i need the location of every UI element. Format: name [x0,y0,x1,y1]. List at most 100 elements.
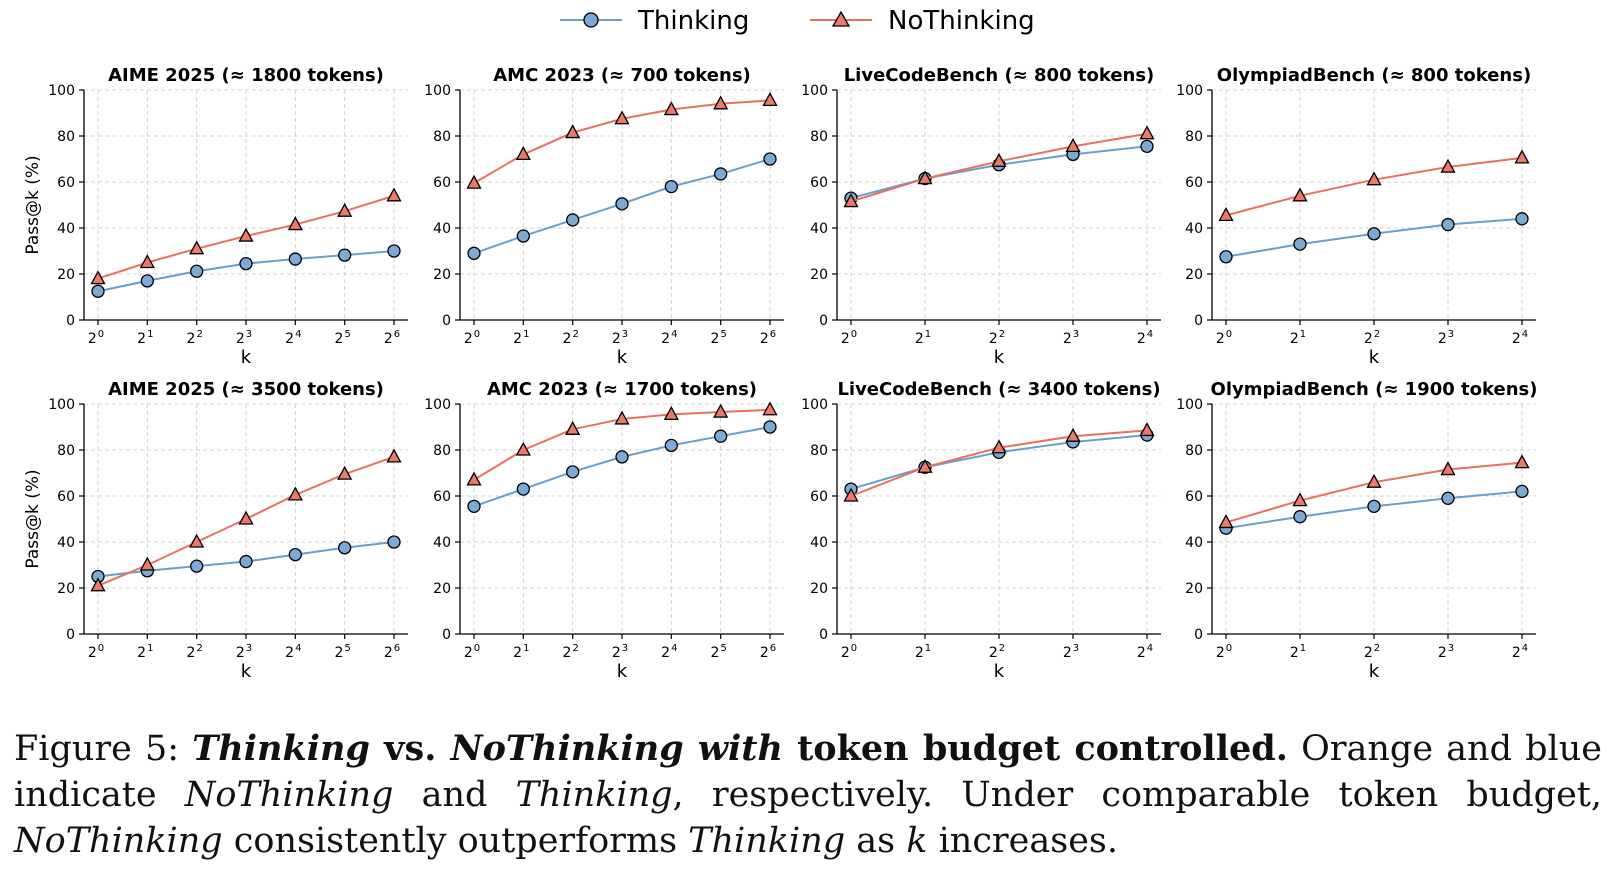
nothinking-point [1366,473,1382,488]
nothinking-point [565,420,581,435]
y-tick-label: 40 [1185,221,1203,237]
x-tick-label: 21 [137,643,153,661]
thinking-point [288,252,302,266]
y-tick-label: 100 [1176,397,1203,413]
thinking-point [288,548,302,562]
x-tick-label: 22 [187,643,203,661]
nothinking-point [843,193,859,208]
nothinking-point [466,174,482,189]
thinking-point [664,438,678,453]
x-tick-label: 26 [760,643,776,661]
x-tick-label: 21 [513,329,529,347]
chart-panel-4: 0 20 40 60 80 100 20 21 22 23 24 OlympiadBench (≈ 8… [1176,65,1536,368]
x-tick-label: 24 [1137,329,1153,347]
nothinking-point [1065,137,1081,153]
caption-text-3: , respectively. Under comparable token b… [672,775,1602,815]
nothinking-point [1514,149,1530,164]
caption-k: k [906,821,928,861]
thinking-point [1367,499,1381,514]
x-tick-label: 20 [464,329,480,347]
legend-thinking-label: Thinking [637,6,749,36]
nothinking-point [337,465,353,480]
nothinking-point [1139,125,1155,140]
nothinking-point [917,458,933,473]
thinking-point [387,244,401,258]
nothinking-point [287,486,303,501]
chart-panel-6: 0 20 40 60 80 100 20 21 22 23 24 25 26 AMC 2023 (≈ 17… [424,379,784,682]
thinking-point [615,197,629,211]
y-tick-label: 100 [48,83,75,99]
y-tick-label: 60 [433,489,451,505]
thinking-point [763,152,777,166]
y-tick-label: 100 [48,397,75,413]
nothinking-point [663,405,679,421]
x-tick-label: 25 [711,329,727,347]
figure-canvas: Thinking NoThinking 0 20 40 60 80 100 20 21 22 23… [23,6,1538,682]
thinking-point [615,450,629,464]
x-tick-label: 23 [236,643,252,661]
x-tick-label: 21 [513,643,529,661]
y-tick-label: 80 [810,129,828,145]
y-tick-label: 20 [810,267,828,283]
y-tick-label: 60 [810,489,828,505]
x-axis-label: k [994,661,1005,682]
y-axis-label: Pass@k (%) [23,469,43,568]
chart-title: OlympiadBench (≈ 1900 tokens) [1211,379,1538,400]
nothinking-series-line [1225,461,1523,524]
y-tick-label: 80 [433,443,451,459]
y-tick-label: 0 [1194,627,1203,643]
x-tick-label: 22 [989,643,1005,661]
x-tick-label: 26 [760,329,776,347]
thinking-point [516,229,530,243]
x-tick-label: 26 [384,643,400,661]
y-tick-label: 20 [57,581,75,597]
chart-panel-3: 0 20 40 60 80 100 20 21 22 23 24 LiveCodeBench (≈ 8… [801,65,1161,368]
thinking-point [664,179,678,194]
y-tick-label: 20 [1185,581,1203,597]
y-tick-label: 0 [442,627,451,643]
x-tick-label: 23 [612,643,628,661]
x-tick-label: 22 [989,329,1005,347]
x-tick-label: 24 [1512,643,1528,661]
nothinking-point [843,487,859,502]
y-tick-label: 40 [57,535,75,551]
caption-text-2: and [393,775,516,815]
figure-caption: Figure 5: Thinking vs. NoThinking with t… [14,726,1602,864]
legend-thinking-marker [583,12,599,28]
thinking-point [190,559,204,573]
thinking-point [1515,484,1529,499]
nothinking-point [991,439,1007,454]
y-tick-label: 0 [66,313,75,329]
chart-title: AIME 2025 (≈ 3500 tokens) [108,379,384,400]
thinking-point [91,284,105,298]
x-axis-label: k [241,661,252,682]
thinking-point [239,554,253,569]
y-tick-label: 100 [801,397,828,413]
x-tick-label: 22 [1364,329,1380,347]
x-tick-label: 23 [1438,643,1454,661]
y-tick-label: 100 [801,83,828,99]
nothinking-point [386,448,402,463]
x-tick-label: 23 [1063,643,1079,661]
thinking-point [190,264,204,278]
nothinking-point [762,91,778,106]
caption-nothinking-2: NoThinking [14,821,223,861]
y-tick-label: 60 [810,175,828,191]
x-tick-label: 24 [1512,329,1528,347]
thinking-point [239,256,253,271]
nothinking-point [1218,206,1234,222]
nothinking-point [713,95,729,110]
nothinking-point [565,124,581,139]
x-axis-label: k [241,347,252,368]
caption-vs: vs. [369,728,451,769]
y-tick-label: 100 [424,83,451,99]
thinking-point [1219,250,1233,264]
nothinking-point [139,254,155,269]
y-tick-label: 20 [57,267,75,283]
nothinking-point [614,410,630,425]
nothinking-point [90,577,106,592]
chart-title: LiveCodeBench (≈ 800 tokens) [844,65,1155,86]
x-tick-label: 23 [1438,329,1454,347]
x-axis-label: k [1369,347,1380,368]
thinking-point [1293,510,1307,524]
